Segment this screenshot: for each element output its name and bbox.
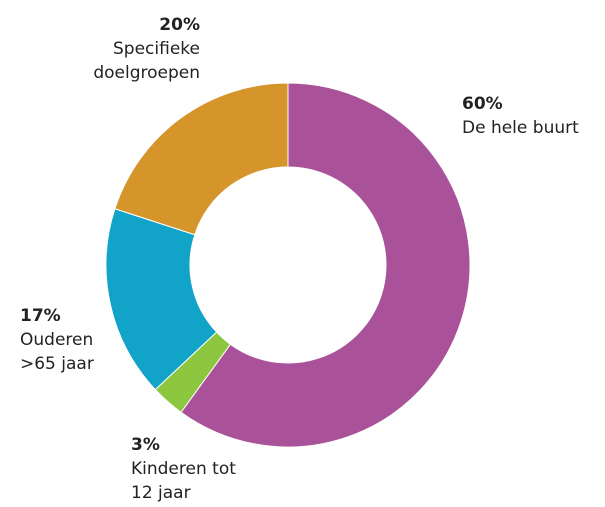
slice-label: 17% Ouderen >65 jaar <box>20 304 120 376</box>
slice-label: 60% De hele buurt <box>462 92 602 140</box>
value-label: 3% <box>131 435 160 455</box>
slice <box>114 82 289 236</box>
value-label: 60% <box>462 94 503 114</box>
slice-label: 20% Specifieke doelgroepen <box>58 13 200 85</box>
slice <box>105 208 218 391</box>
slice <box>180 82 471 448</box>
value-label: 17% <box>20 306 61 326</box>
category-label: Ouderen >65 jaar <box>20 330 94 374</box>
category-label: Kinderen tot 12 jaar <box>131 459 236 503</box>
category-label: Specifieke doelgroepen <box>93 39 200 83</box>
value-label: 20% <box>159 15 200 35</box>
category-label: De hele buurt <box>462 118 579 138</box>
slice-label: 3% Kinderen tot 12 jaar <box>131 433 241 505</box>
